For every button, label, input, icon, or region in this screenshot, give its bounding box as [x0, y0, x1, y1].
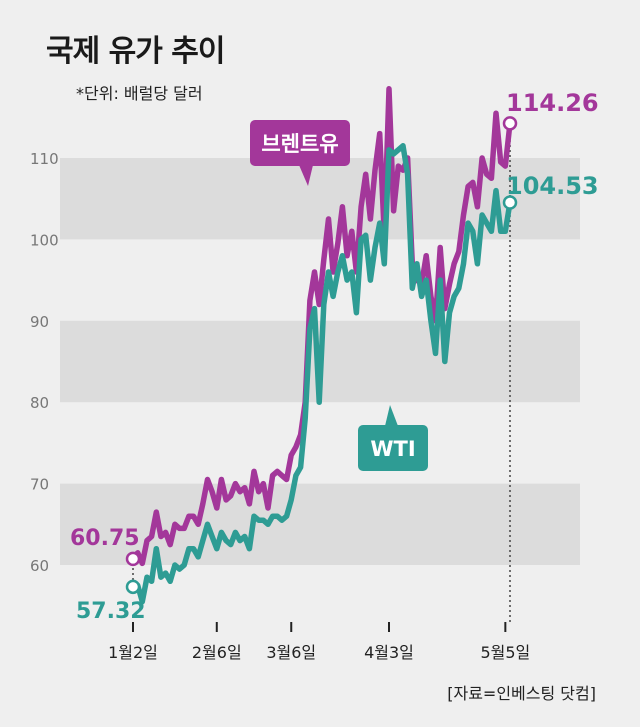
x-tick-label: 4월3일 — [364, 643, 414, 662]
wti-start-label: 57.32 — [76, 599, 146, 624]
series-callouts: 60.75 114.26 57.32 104.53 브렌트유 WTI — [70, 89, 599, 624]
x-tick-label: 3월6일 — [266, 643, 316, 662]
brent-line — [130, 86, 513, 567]
wti-end-marker — [502, 195, 518, 210]
y-tick-label: 70 — [30, 476, 49, 494]
y-tick-label: 90 — [30, 313, 49, 331]
brent-callout-box — [250, 120, 350, 166]
brent-start-label: 60.75 — [70, 526, 140, 551]
brent-callout-pointer — [299, 165, 313, 186]
wti-callout-box — [358, 425, 428, 471]
wti-line — [130, 143, 513, 605]
x-axis-ticks: 1월2일 2월6일 3월6일 4월3일 5월5일 — [108, 130, 530, 662]
source-note: [자료=인베스팅 닷컴] — [447, 684, 596, 703]
brent-end-marker — [502, 116, 518, 131]
y-tick-label: 80 — [30, 394, 49, 412]
y-tick-label: 100 — [30, 231, 59, 249]
wti-callout-pointer — [385, 405, 398, 426]
x-tick-label: 5월5일 — [480, 643, 530, 662]
brent-callout-label: 브렌트유 — [261, 132, 338, 156]
x-tick-label: 1월2일 — [108, 643, 158, 662]
series-lines — [130, 86, 513, 605]
y-axis-ticks: 60 70 80 90 100 110 — [30, 150, 59, 575]
chart-title: 국제 유가 추이 — [46, 34, 225, 69]
unit-note: *단위: 배럴당 달러 — [76, 84, 203, 103]
y-tick-label: 60 — [30, 557, 49, 575]
x-tick-label: 2월6일 — [192, 643, 242, 662]
wti-end-label: 104.53 — [506, 172, 599, 200]
brent-end-label: 114.26 — [506, 89, 599, 117]
wti-callout-label: WTI — [370, 437, 415, 461]
y-tick-label: 110 — [30, 150, 59, 168]
wti-start-marker — [125, 579, 141, 595]
brent-start-marker — [125, 551, 141, 567]
